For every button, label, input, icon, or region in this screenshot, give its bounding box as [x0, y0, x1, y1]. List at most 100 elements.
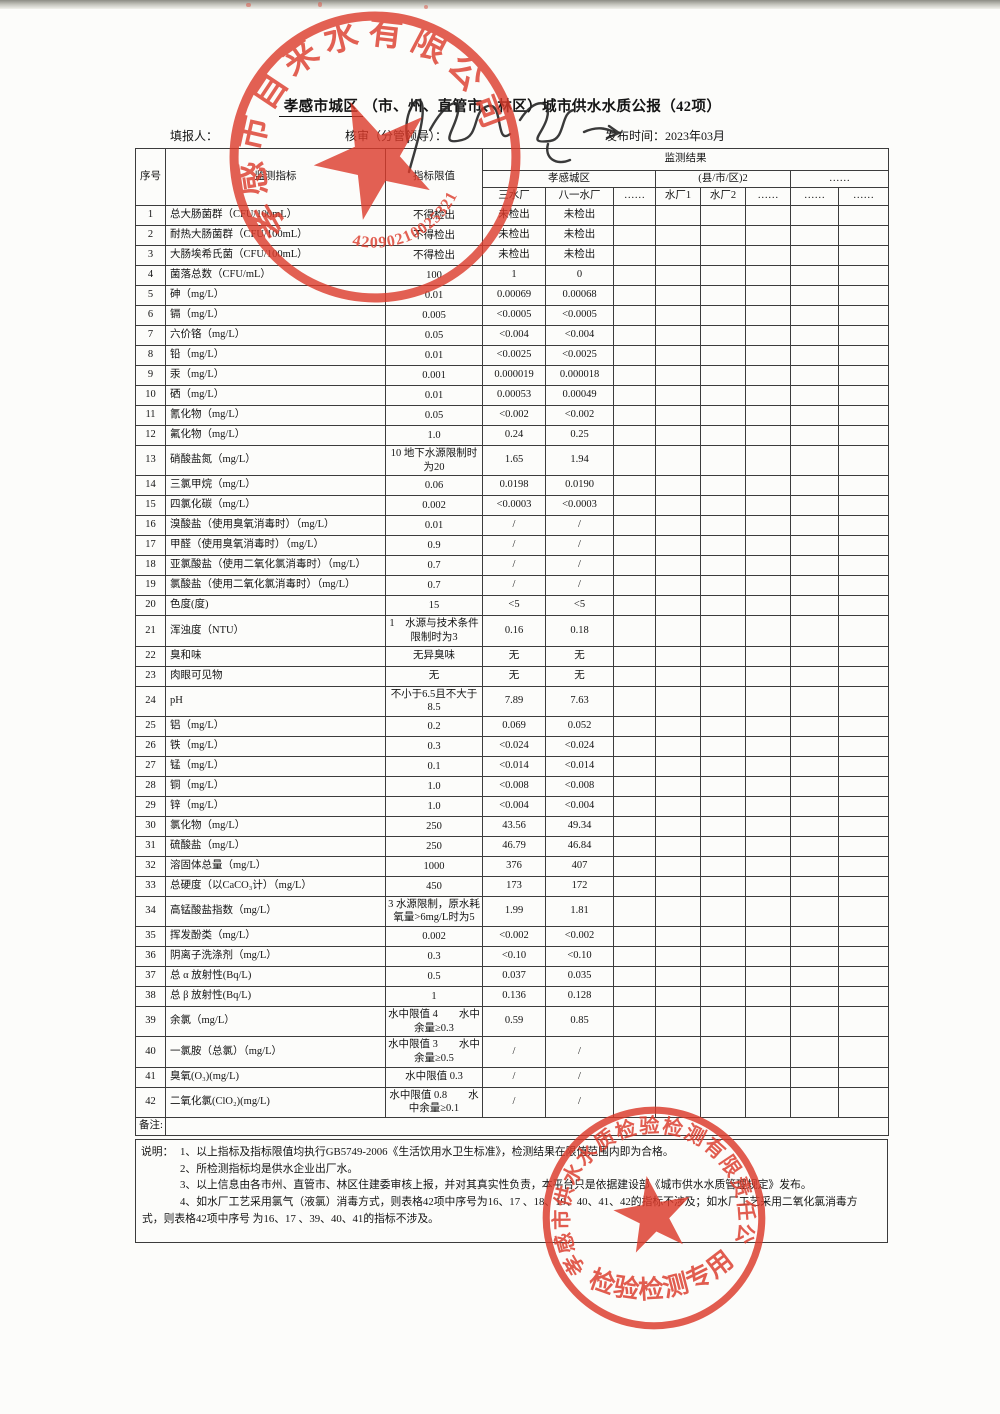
row-empty-cell	[700, 755, 746, 777]
row-empty-cell	[838, 535, 889, 557]
row-empty-cell	[655, 225, 701, 246]
row-indicator-cell: 一氯胺（总氯）（mg/L）	[165, 1036, 386, 1068]
table-row: 5 砷（mg/L） 0.01 0.00069 0.00068	[135, 285, 889, 306]
row-empty-cell	[745, 795, 791, 817]
row-value-cell-plant2: 0	[545, 265, 614, 286]
row-empty-cell	[838, 895, 889, 928]
row-empty-cell	[613, 615, 656, 647]
row-empty-cell	[745, 615, 791, 647]
row-indicator-cell: 铜（mg/L）	[165, 775, 386, 797]
row-limit-cell: 0.06	[385, 475, 483, 497]
row-empty-cell	[613, 575, 656, 597]
row-value-cell-plant1: 0.0198	[482, 475, 546, 497]
row-empty-cell	[655, 495, 701, 517]
row-empty-cell	[613, 775, 656, 797]
row-value-cell-plant2: /	[545, 1066, 614, 1088]
table-row: 32 溶固体总量（mg/L） 1000 376 407	[135, 855, 889, 877]
row-limit-cell: 0.7	[385, 575, 483, 597]
ink-speck	[424, 5, 428, 9]
row-empty-cell	[838, 615, 889, 647]
table-row: 15 四氯化碳（mg/L） 0.002 <0.0003 <0.0003	[135, 495, 889, 517]
row-value-cell-plant2: 407	[545, 855, 614, 877]
row-limit-cell: 1.0	[385, 425, 483, 446]
row-empty-cell	[790, 405, 839, 426]
row-value-cell-plant1: /	[482, 1036, 546, 1068]
row-empty-cell	[613, 495, 656, 517]
row-seq-cell: 19	[135, 575, 166, 597]
row-empty-cell	[790, 325, 839, 346]
row-value-cell-plant2: 0.000018	[545, 365, 614, 386]
row-empty-cell	[655, 835, 701, 857]
table-row: 22 臭和味 无异臭味 无 无	[135, 645, 889, 667]
row-limit-cell: 0.01	[385, 515, 483, 537]
row-indicator-cell: 总 β 放射性(Bq/L)	[165, 986, 386, 1008]
row-empty-cell	[790, 795, 839, 817]
row-empty-cell	[838, 1036, 889, 1068]
row-indicator-cell: 菌落总数（CFU/mL）	[165, 265, 386, 286]
row-empty-cell	[613, 1086, 656, 1118]
row-empty-cell	[745, 325, 791, 346]
table-row: 1 总大肠菌群（CFU/100mL） 不得检出 未检出 未检出	[135, 205, 889, 226]
row-limit-cell: 0.3	[385, 735, 483, 757]
row-seq-cell: 28	[135, 775, 166, 797]
row-limit-cell: 0.3	[385, 946, 483, 968]
row-empty-cell	[613, 285, 656, 306]
row-empty-cell	[700, 895, 746, 928]
row-value-cell-plant1: 46.79	[482, 835, 546, 857]
row-empty-cell	[790, 555, 839, 577]
row-indicator-cell: 耐热大肠菌群（CFU/100mL）	[165, 225, 386, 246]
row-empty-cell	[790, 385, 839, 406]
row-indicator-cell: 高锰酸盐指数（mg/L）	[165, 895, 386, 928]
row-seq-cell: 27	[135, 755, 166, 777]
row-seq-cell: 11	[135, 405, 166, 426]
row-empty-cell	[745, 205, 791, 226]
row-seq-cell: 4	[135, 265, 166, 286]
row-empty-cell	[700, 855, 746, 877]
header-plant: 三水厂	[482, 187, 546, 206]
row-empty-cell	[613, 345, 656, 366]
row-limit-cell: 水中限值 3 水中余量≥0.5	[385, 1036, 483, 1068]
row-empty-cell	[838, 495, 889, 517]
row-empty-cell	[700, 835, 746, 857]
row-seq-cell: 6	[135, 305, 166, 326]
row-value-cell-plant1: /	[482, 575, 546, 597]
row-empty-cell	[745, 495, 791, 517]
row-empty-cell	[790, 205, 839, 226]
row-seq-cell: 35	[135, 926, 166, 948]
row-empty-cell	[745, 685, 791, 717]
row-empty-cell	[655, 1086, 701, 1118]
row-indicator-cell: pH	[165, 685, 386, 717]
row-empty-cell	[655, 875, 701, 897]
row-empty-cell	[745, 755, 791, 777]
row-value-cell-plant1: <0.004	[482, 325, 546, 346]
row-empty-cell	[838, 595, 889, 617]
row-value-cell-plant1: 未检出	[482, 205, 546, 226]
water-quality-table: 序号 监测指标 指标限值 监测结果 孝感城区 (县/市/区)2 …… 三水厂 八…	[135, 148, 889, 1136]
table-row: 33 总硬度（以CaCO₃计）（mg/L） 450 173 172	[135, 875, 889, 897]
row-empty-cell	[613, 815, 656, 837]
row-empty-cell	[745, 405, 791, 426]
row-indicator-cell: 臭和味	[165, 645, 386, 667]
row-limit-cell: 不得检出	[385, 245, 483, 266]
row-empty-cell	[745, 895, 791, 928]
row-value-cell-plant1: <0.014	[482, 755, 546, 777]
row-value-cell-plant2: 未检出	[545, 245, 614, 266]
row-value-cell-plant2: 无	[545, 665, 614, 687]
row-empty-cell	[838, 735, 889, 757]
publish-time: 发布时间：2023年03月	[605, 129, 726, 143]
row-empty-cell	[700, 444, 746, 477]
row-empty-cell	[790, 1086, 839, 1118]
row-empty-cell	[613, 595, 656, 617]
row-value-cell-plant2: /	[545, 1036, 614, 1068]
row-indicator-cell: 氯酸盐（使用二氧化氯消毒时）（mg/L）	[165, 575, 386, 597]
row-empty-cell	[838, 365, 889, 386]
row-empty-cell	[838, 755, 889, 777]
filler-label: 填报人：	[170, 129, 219, 143]
row-indicator-cell: 挥发酚类（mg/L）	[165, 926, 386, 948]
row-empty-cell	[655, 385, 701, 406]
row-seq-cell: 37	[135, 966, 166, 988]
table-row: 38 总 β 放射性(Bq/L) 1 0.136 0.128	[135, 986, 889, 1008]
table-row: 28 铜（mg/L） 1.0 <0.008 <0.008	[135, 775, 889, 797]
row-empty-cell	[700, 946, 746, 968]
row-empty-cell	[613, 895, 656, 928]
